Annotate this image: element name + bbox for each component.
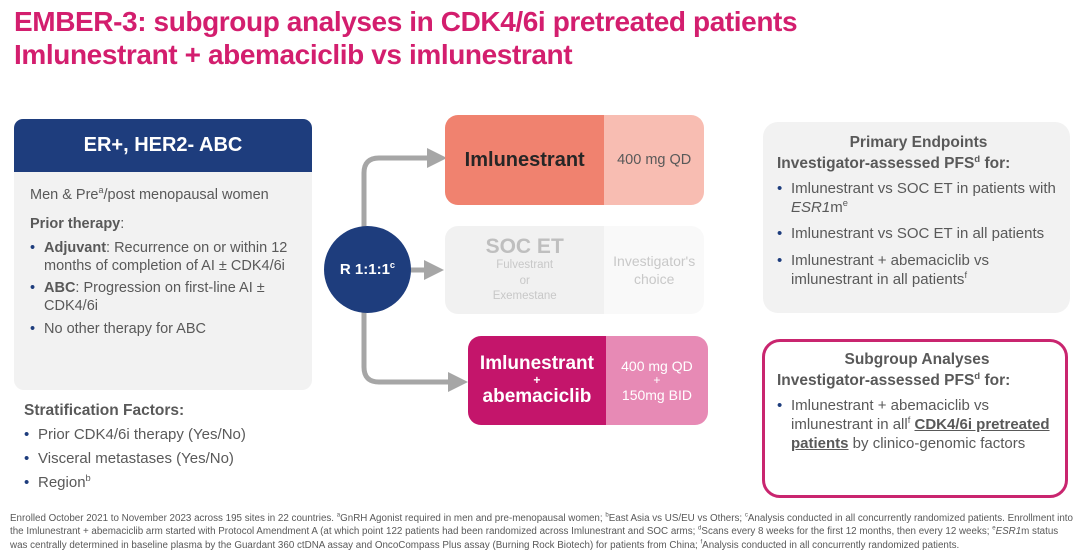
arm-combo-name-line: Imlunestrant <box>479 352 594 374</box>
page-title: EMBER-3: subgroup analyses in CDK4/6i pr… <box>14 5 934 71</box>
arm-imlunestrant-name: Imlunestrant <box>445 115 605 205</box>
subgroup-analyses-list: Imlunestrant + abemaciclib vs imlunestra… <box>777 396 1057 454</box>
arm-combo-dose-line: 150mg BID <box>621 387 692 404</box>
primary-endpoints-heading: Primary Endpoints <box>849 134 988 151</box>
arm-soc-et-drug-line: Fulvestrant <box>496 259 554 272</box>
list-item: Imlunestrant vs SOC ET in all patients <box>777 224 1060 243</box>
list-item: ABC: Progression on first-line AI ± CDK4… <box>30 279 299 316</box>
arm-soc-et-choice-line: Investigator's <box>613 252 696 269</box>
randomization-label: R 1:1:1c <box>339 260 396 278</box>
arm-soc-et-name-cell: SOC ET Fulvestrant or Exemestane <box>445 226 605 314</box>
arm-imlunestrant: Imlunestrant 400 mg QD <box>445 115 704 205</box>
arm-combo-name-line: abemaciclib <box>482 386 592 408</box>
list-item: Visceral metastases (Yes/No) <box>24 450 334 467</box>
arm-imlunestrant-abemaciclib: Imlunestrant + abemaciclib 400 mg QD + 1… <box>468 336 708 425</box>
list-item: Prior CDK4/6i therapy (Yes/No) <box>24 426 334 443</box>
population-bullet-list: Adjuvant: Recurrence on or within 12 mon… <box>30 239 299 339</box>
subgroup-analyses-subheading: Investigator-assessed PFSd for: <box>777 370 1011 389</box>
list-item: Imlunestrant + abemaciclib vs imlunestra… <box>777 396 1057 454</box>
subgroup-analyses-heading: Subgroup Analyses <box>844 351 990 368</box>
arm-soc-et-drug-line: Exemestane <box>492 290 557 303</box>
list-item: Adjuvant: Recurrence on or within 12 mon… <box>30 239 299 276</box>
population-box-body: Men & Prea/post menopausal women Prior t… <box>14 172 312 390</box>
population-box-header: ER+, HER2- ABC <box>14 119 312 172</box>
arm-imlunestrant-dose: 400 mg QD <box>604 115 704 205</box>
arrow-to-imlunestrant <box>361 148 447 236</box>
list-item: No other therapy for ABC <box>30 320 299 339</box>
page-title-line2: Imlunestrant + abemaciclib vs imlunestra… <box>14 39 573 70</box>
population-intro: Men & Prea/post menopausal women <box>30 185 269 203</box>
arm-soc-et-choice-cell: Investigator's choice <box>604 226 704 314</box>
stratification-heading: Stratification Factors: <box>24 402 185 419</box>
footnote: Enrolled October 2021 to November 2023 a… <box>10 512 1073 551</box>
plus-sign: + <box>653 372 661 387</box>
primary-endpoints-panel: Primary Endpoints Investigator-assessed … <box>763 122 1070 313</box>
arrow-to-combo <box>361 304 468 392</box>
primary-endpoints-subheading: Investigator-assessed PFSd for: <box>777 153 1011 172</box>
list-item: Regionb <box>24 473 334 491</box>
population-box: ER+, HER2- ABC Men & Prea/post menopausa… <box>14 119 312 390</box>
arm-soc-et-drug-line: or <box>519 274 530 287</box>
arm-combo-name-cell: Imlunestrant + abemaciclib <box>468 336 606 425</box>
stratification-list: Prior CDK4/6i therapy (Yes/No) Visceral … <box>24 426 334 491</box>
arm-combo-dose-line: 400 mg QD <box>621 357 693 374</box>
arm-soc-et-name: SOC ET <box>485 235 564 259</box>
prior-therapy-label: Prior therapy: <box>30 216 125 233</box>
subgroup-analyses-panel: Subgroup Analyses Investigator-assessed … <box>762 339 1068 498</box>
page-title-line1: EMBER-3: subgroup analyses in CDK4/6i pr… <box>14 6 798 37</box>
plus-sign: + <box>533 372 541 387</box>
primary-endpoints-list: Imlunestrant vs SOC ET in patients with … <box>777 179 1060 289</box>
randomization-circle: R 1:1:1c <box>324 226 411 313</box>
list-item: Imlunestrant vs SOC ET in patients with … <box>777 179 1060 217</box>
arm-soc-et-choice-line: choice <box>633 271 675 287</box>
arm-soc-et: SOC ET Fulvestrant or Exemestane Investi… <box>445 226 704 314</box>
arm-combo-dose-cell: 400 mg QD + 150mg BID <box>605 336 708 425</box>
stratification-section: Stratification Factors: Prior CDK4/6i th… <box>24 402 334 498</box>
list-item: Imlunestrant + abemaciclib vs imlunestra… <box>777 251 1060 289</box>
